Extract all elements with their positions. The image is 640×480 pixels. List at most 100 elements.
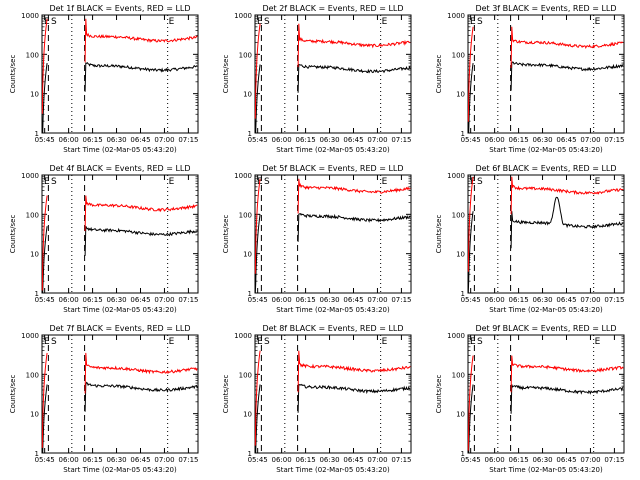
- series-events-ramp: [255, 64, 261, 134]
- y-tick-label: 10: [243, 91, 252, 99]
- marker-e-late: E: [169, 177, 175, 187]
- chart-panel-5: Det 5f BLACK = Events, RED = LLD 1 10 100 10…: [222, 164, 412, 314]
- y-axis-label: Counts/sec: [222, 375, 230, 414]
- y-axis-label: Counts/sec: [435, 55, 443, 94]
- marker-s: S: [51, 337, 57, 347]
- x-tick-label: 05:45: [35, 296, 55, 304]
- x-tick-label: 06:30: [106, 136, 126, 144]
- y-tick-label: 10: [30, 411, 39, 419]
- y-tick-label: 10: [243, 251, 252, 259]
- series-lld-line: [297, 178, 411, 214]
- x-tick-label: 07:00: [154, 296, 174, 304]
- x-tick-label: 07:15: [178, 136, 198, 144]
- x-tick-label: 06:00: [485, 136, 505, 144]
- marker-e-late: E: [382, 177, 388, 187]
- chart-title: Det 2f BLACK = Events, RED = LLD: [262, 4, 403, 13]
- marker-e: E: [44, 177, 50, 187]
- x-tick-label: 05:45: [35, 456, 55, 464]
- marker-e-late: E: [595, 337, 601, 347]
- series-lld-line: [510, 26, 624, 69]
- y-tick-label: 100: [452, 371, 465, 379]
- series-events-ramp: [42, 384, 48, 454]
- x-tick-label: 06:30: [106, 296, 126, 304]
- series-events-line: [297, 63, 411, 93]
- plot-frame: [254, 334, 412, 454]
- x-tick-label: 05:45: [461, 136, 481, 144]
- y-tick-label: 1: [248, 290, 252, 298]
- y-tick-label: 100: [26, 51, 39, 59]
- x-tick-label: 07:00: [580, 136, 600, 144]
- y-tick-label: 100: [452, 211, 465, 219]
- chart-title: Det 8f BLACK = Events, RED = LLD: [262, 324, 403, 333]
- x-axis-label: Start Time (02-Mar-05 05:43:20): [63, 306, 177, 314]
- y-axis-label: Counts/sec: [9, 55, 17, 94]
- plot-frame: [41, 334, 199, 454]
- x-tick-label: 05:45: [248, 296, 268, 304]
- y-tick-label: 10: [456, 411, 465, 419]
- x-tick-label: 07:00: [154, 136, 174, 144]
- y-tick-label: 1000: [447, 12, 465, 20]
- plot-frame: [41, 174, 199, 294]
- y-tick-label: 1: [248, 450, 252, 458]
- x-tick-label: 07:00: [580, 456, 600, 464]
- series-lld-ramp: [41, 195, 48, 291]
- x-tick-label: 05:45: [461, 456, 481, 464]
- x-tick-label: 07:15: [178, 456, 198, 464]
- x-tick-label: 06:15: [295, 296, 315, 304]
- y-axis-label: Counts/sec: [222, 55, 230, 94]
- series-events-line: [84, 61, 198, 92]
- y-tick-label: 10: [456, 251, 465, 259]
- x-axis-label: Start Time (02-Mar-05 05:43:20): [63, 466, 177, 474]
- x-tick-label: 06:15: [295, 456, 315, 464]
- y-tick-label: 100: [239, 211, 252, 219]
- series-lld-line: [84, 195, 198, 232]
- x-tick-label: 06:30: [106, 456, 126, 464]
- marker-s: S: [264, 337, 270, 347]
- series-events-line: [510, 61, 624, 91]
- series-lld-ramp: [467, 176, 474, 272]
- marker-e-late: E: [382, 337, 388, 347]
- x-tick-label: 05:45: [461, 296, 481, 304]
- chart-panel-9: Det 9f BLACK = Events, RED = LLD 1 10 100 10…: [435, 324, 625, 474]
- series-events-line: [510, 384, 624, 414]
- y-tick-label: 100: [26, 211, 39, 219]
- x-tick-label: 06:00: [272, 296, 292, 304]
- chart-panel-7: Det 7f BLACK = Events, RED = LLD 1 10 100 10…: [9, 324, 199, 474]
- series-events-ramp: [468, 63, 474, 134]
- series-lld-line: [510, 176, 624, 215]
- x-axis-label: Start Time (02-Mar-05 05:43:20): [276, 146, 390, 154]
- x-tick-label: 06:15: [82, 296, 102, 304]
- y-tick-label: 1000: [447, 332, 465, 340]
- x-tick-label: 06:15: [508, 296, 528, 304]
- x-tick-label: 06:00: [59, 456, 79, 464]
- x-tick-label: 07:15: [391, 136, 411, 144]
- series-lld-line: [297, 350, 411, 393]
- plot-frame: [467, 14, 625, 134]
- y-tick-label: 100: [239, 371, 252, 379]
- plot-frame: [254, 14, 412, 134]
- marker-e-late: E: [169, 337, 175, 347]
- y-tick-label: 10: [30, 251, 39, 259]
- y-axis-label: Counts/sec: [9, 215, 17, 254]
- series-lld-line: [297, 23, 411, 68]
- series-lld-line: [510, 355, 624, 393]
- marker-s: S: [264, 177, 270, 187]
- y-tick-label: 1: [461, 290, 465, 298]
- x-tick-label: 05:45: [35, 136, 55, 144]
- y-axis-label: Counts/sec: [9, 375, 17, 414]
- marker-s: S: [264, 17, 270, 27]
- y-tick-label: 1000: [21, 332, 39, 340]
- marker-e: E: [257, 337, 263, 347]
- chart-title: Det 1f BLACK = Events, RED = LLD: [49, 4, 190, 13]
- x-tick-label: 07:15: [391, 296, 411, 304]
- series-events-line: [297, 383, 411, 413]
- series-lld-ramp: [41, 18, 48, 114]
- x-tick-label: 06:45: [556, 456, 576, 464]
- plot-frame: [467, 174, 625, 294]
- x-tick-label: 07:00: [367, 296, 387, 304]
- marker-e-late: E: [595, 17, 601, 27]
- y-tick-label: 1000: [447, 172, 465, 180]
- y-axis-label: Counts/sec: [222, 215, 230, 254]
- marker-e-late: E: [595, 177, 601, 187]
